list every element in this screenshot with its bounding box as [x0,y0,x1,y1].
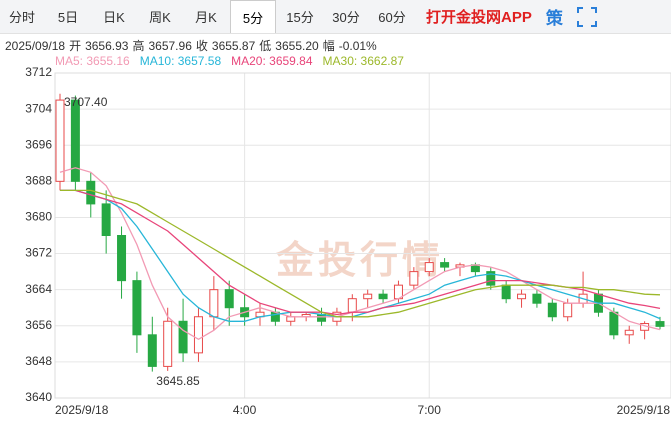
stat-value: -0.01% [338,39,377,53]
candle-body [193,316,203,354]
candle-body [363,293,373,300]
stat-value: 3657.96 [148,39,192,53]
y-tick-label: 3696 [25,137,52,151]
stat-label: 收 [195,39,208,53]
candle-body [224,289,234,309]
candle-body [147,334,157,367]
stat-value: 3655.87 [211,39,256,53]
y-tick-label: 3664 [25,282,52,296]
stat-value: 3656.93 [85,39,129,53]
candle-body [409,271,419,286]
legend-entry: MA30: 3662.87 [322,54,404,68]
tab[interactable]: 5日 [57,10,79,25]
candle-body [163,320,173,367]
y-tick-label: 3680 [25,210,52,224]
candle-body [101,203,111,236]
candle-body [563,302,573,318]
y-tick-label: 3648 [25,354,52,368]
x-tick-label: 2025/9/18 [617,403,671,417]
x-tick-label: 4:00 [233,403,257,417]
candle-body [655,321,665,327]
tab-bar: 分时 5日 日K 周K 月K 5分 15分 30分 60分 打开金投网APP 策 [0,0,671,34]
candle-body [347,298,357,313]
candle-body [55,99,65,182]
ma-line [59,167,661,341]
candle-body [378,293,388,300]
candle-body [424,262,434,273]
candle-body [132,280,142,336]
candle-body [532,293,542,304]
candle-body [70,99,80,182]
x-tick-label: 2025/9/18 [55,403,109,417]
plot-border [54,72,671,399]
legend-entry: MA10: 3657.58 [139,54,222,68]
stat-label: 开 [69,39,82,53]
y-tick-label: 3640 [25,390,52,404]
ma-line [60,189,661,322]
tab[interactable]: 15分 [286,10,314,25]
ma-legend: MA5: 3655.16 MA10: 3657.58 MA20: 3659.84 MA… [55,54,414,68]
candle-body [209,289,219,318]
candle-body [117,235,127,282]
candle-body [486,271,496,286]
candle-body [178,320,188,354]
fullscreen-button[interactable] [576,7,597,27]
stat-value: 3655.20 [275,39,319,53]
candle-body [547,302,557,318]
quote-info: 2025/09/18 开 3656.93 高 3657.96 收 3655.87 低 3655.… [5,37,381,54]
candle-body [501,284,511,300]
stat-label: 低 [259,39,272,53]
legend-entry: MA20: 3659.84 [231,54,313,68]
watermark: 金投行情 [275,239,444,282]
quote-date: 2025/09/18 [5,39,66,53]
candle-body [609,311,619,336]
ma-line [60,189,661,318]
strategy-button[interactable]: 策 [545,9,563,28]
annotation: 3645.85 [156,374,200,388]
tab[interactable]: 60分 [378,10,406,25]
y-tick-label: 3672 [25,246,52,260]
y-tick-label: 3688 [25,174,52,188]
y-tick-label: 3656 [25,318,52,332]
candle-body [440,262,450,268]
tab[interactable]: 分时 [8,10,35,25]
tab[interactable]: 5分 [230,0,276,33]
y-tick-label: 3712 [25,65,52,79]
tab[interactable]: 30分 [332,10,360,25]
candle-body [517,293,527,300]
stat-label: 高 [132,39,145,53]
x-tick-label: 7:00 [418,403,442,417]
y-tick-label: 3704 [25,101,52,115]
legend-entry: MA5: 3655.16 [55,54,130,68]
tab[interactable]: 日K [103,10,125,25]
stat-label: 幅 [322,39,335,53]
annotation: 3707.40 [64,95,108,109]
tab[interactable]: 月K [195,10,217,25]
app-link[interactable]: 打开金投网APP [426,9,532,26]
candle-body [624,329,634,336]
candle-body [86,180,96,205]
tab[interactable]: 周K [149,10,171,25]
